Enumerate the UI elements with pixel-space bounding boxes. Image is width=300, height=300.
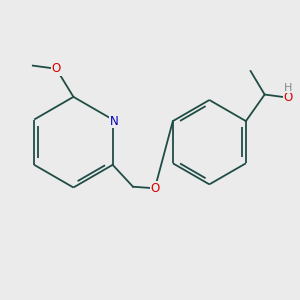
Text: O: O [284, 91, 293, 104]
Text: O: O [52, 62, 61, 75]
Text: N: N [110, 115, 118, 128]
Text: H: H [284, 83, 292, 93]
Text: methoxy: methoxy [25, 63, 31, 64]
Text: O: O [150, 182, 160, 195]
